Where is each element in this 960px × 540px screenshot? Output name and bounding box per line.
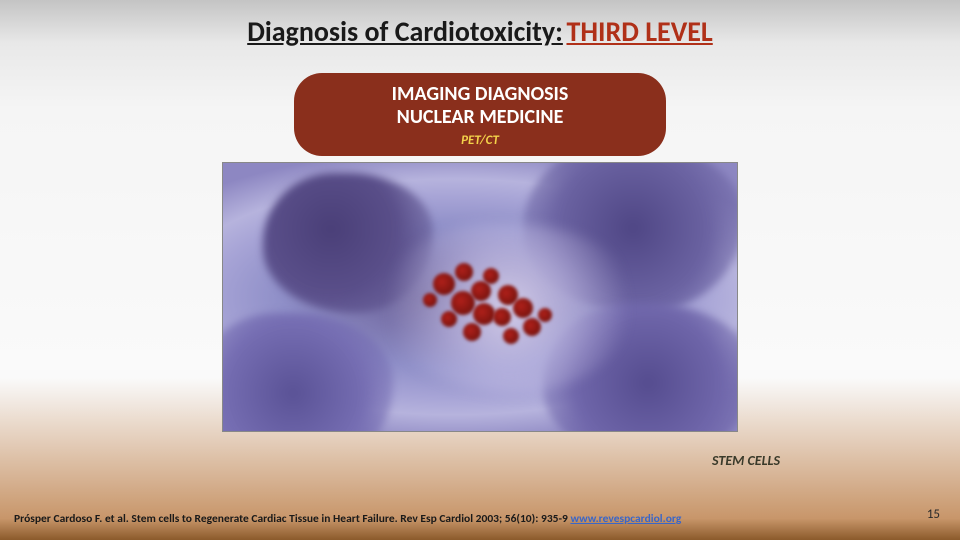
red-spot — [463, 323, 481, 341]
title-main: Diagnosis of Cardiotoxicity: — [247, 14, 563, 49]
red-spot — [423, 293, 437, 307]
imaging-badge: IMAGING DIAGNOSIS NUCLEAR MEDICINE PET/C… — [294, 73, 666, 156]
citation-link[interactable]: www.revespcardiol.org — [570, 512, 681, 526]
red-spot — [441, 311, 457, 327]
red-spot — [513, 298, 533, 318]
red-spot — [455, 263, 473, 281]
red-spot — [523, 318, 541, 336]
badge-line2: NUCLEAR MEDICINE — [308, 106, 652, 129]
red-spot — [483, 268, 499, 284]
cell-center — [383, 223, 633, 393]
red-spot — [433, 273, 455, 295]
slide-title: Diagnosis of Cardiotoxicity: THIRD LEVEL — [0, 0, 960, 49]
image-caption: STEM CELLS — [712, 452, 780, 469]
cell-blob — [222, 313, 393, 432]
red-spot — [493, 308, 511, 326]
red-spot — [473, 303, 495, 325]
citation-text: Prósper Cardoso F. et al. Stem cells to … — [14, 512, 570, 526]
red-spot — [538, 308, 552, 322]
badge-sub: PET/CT — [308, 133, 652, 148]
title-highlight: THIRD LEVEL — [566, 14, 712, 49]
microscopy-image — [222, 162, 738, 432]
red-spot — [503, 328, 519, 344]
badge-line1: IMAGING DIAGNOSIS — [308, 83, 652, 106]
red-spot — [451, 291, 475, 315]
citation-footer: Prósper Cardoso F. et al. Stem cells to … — [14, 512, 920, 526]
page-number: 15 — [927, 507, 940, 522]
